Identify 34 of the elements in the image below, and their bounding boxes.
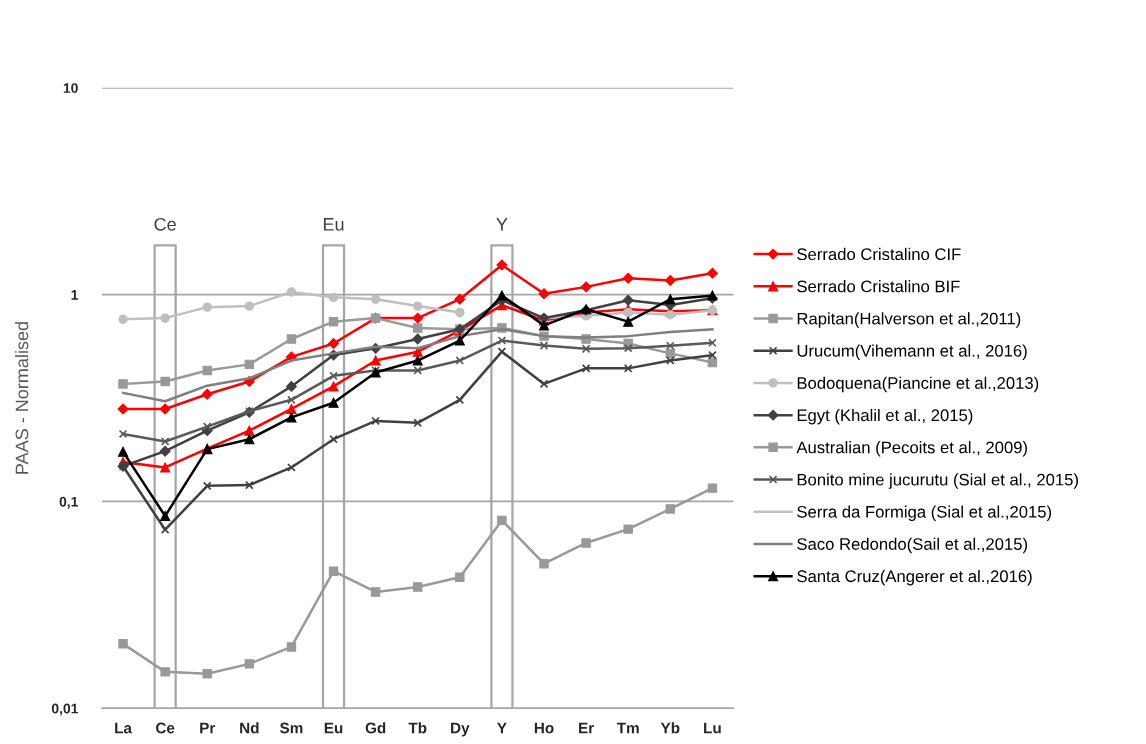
legend-label: Serra da Formiga (Sial et al.,2015) — [797, 505, 1052, 522]
x-tick-label: Pr — [200, 722, 216, 734]
legend-label: Serrado Cristalino BIF — [797, 280, 960, 293]
x-tick-label: Dy — [451, 722, 470, 737]
annotation: Ce — [154, 217, 176, 231]
y-tick-label: 1 — [71, 290, 78, 300]
x-tick-label: Sm — [279, 722, 303, 734]
x-tick-label: Tb — [408, 722, 427, 734]
x-tick-label: Ho — [534, 722, 554, 734]
legend-label: Saco Redondo(Sail et al.,2015) — [797, 537, 1028, 554]
x-tick-label: Yb — [660, 722, 680, 734]
annotation: Eu — [323, 218, 344, 231]
legend-label: Bodoquena(Piancine et al.,2013) — [797, 376, 1039, 393]
x-tick-label: Tm — [616, 722, 639, 734]
legend-label: Santa Cruz(Angerer et al.,2016) — [797, 569, 1032, 586]
legend-label: Egyt (Khalil et al., 2015) — [797, 408, 973, 425]
legend-label: Serrado Cristalino CIF — [797, 247, 961, 261]
legend-label: Bonito mine jucurutu (Sial et al., 2015) — [797, 473, 1078, 489]
y-tick-label: 0,01 — [51, 703, 78, 716]
x-tick-label: La — [115, 722, 133, 734]
x-tick-label: Gd — [365, 722, 386, 734]
x-tick-label: Er — [579, 722, 594, 734]
y-tick-label: 0,1 — [59, 496, 78, 509]
annotation: Y — [496, 218, 508, 231]
legend-label: Rapitan(Halverson et al.,2011) — [797, 312, 1021, 328]
legend-label: Australian (Pecoits et al., 2009) — [796, 441, 1027, 457]
x-tick-label: Lu — [704, 722, 721, 734]
legend-label: Urucum(Vihemann et al., 2016) — [797, 344, 1027, 361]
x-tick-label: Eu — [324, 722, 343, 734]
x-tick-label: Y — [497, 722, 507, 734]
x-tick-label: Ce — [156, 722, 175, 734]
x-tick-label: Nd — [240, 722, 259, 734]
y-axis-title: PAAS - Normalised — [15, 322, 29, 474]
y-tick-label: 10 — [63, 83, 78, 93]
